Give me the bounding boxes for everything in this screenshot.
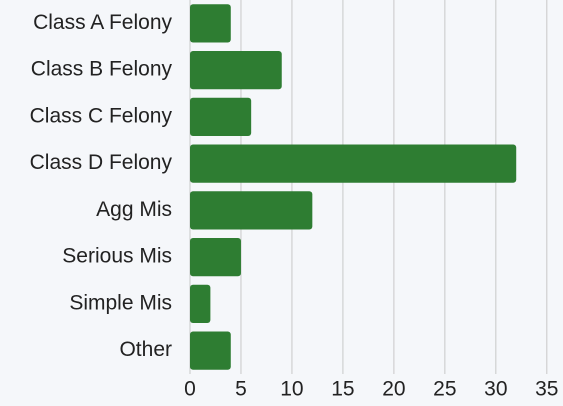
x-tick-label: 30 bbox=[484, 378, 507, 401]
x-tick-label: 0 bbox=[184, 378, 196, 401]
bar bbox=[190, 97, 252, 137]
bar bbox=[190, 191, 313, 230]
y-tick-label: Serious Mis bbox=[62, 245, 172, 268]
y-tick-label: Other bbox=[119, 338, 172, 361]
x-tick-label: 15 bbox=[331, 378, 354, 401]
y-tick-label: Class B Felony bbox=[31, 58, 173, 81]
x-tick-label: 10 bbox=[280, 378, 303, 401]
bar bbox=[190, 144, 517, 183]
y-tick-label: Class C Felony bbox=[30, 104, 173, 127]
y-tick-label: Simple Mis bbox=[69, 291, 172, 314]
bar bbox=[190, 331, 231, 370]
y-tick-label: Class D Felony bbox=[30, 151, 173, 174]
y-tick-label: Class A Felony bbox=[33, 11, 172, 34]
bar bbox=[190, 4, 231, 43]
y-tick-label: Agg Mis bbox=[96, 198, 172, 221]
x-tick-label: 25 bbox=[433, 378, 456, 401]
x-tick-label: 35 bbox=[535, 378, 558, 401]
bar bbox=[190, 237, 241, 277]
bar bbox=[190, 50, 282, 90]
x-tick-label: 5 bbox=[235, 378, 247, 401]
x-tick-label: 20 bbox=[382, 378, 405, 401]
bar bbox=[190, 284, 211, 324]
